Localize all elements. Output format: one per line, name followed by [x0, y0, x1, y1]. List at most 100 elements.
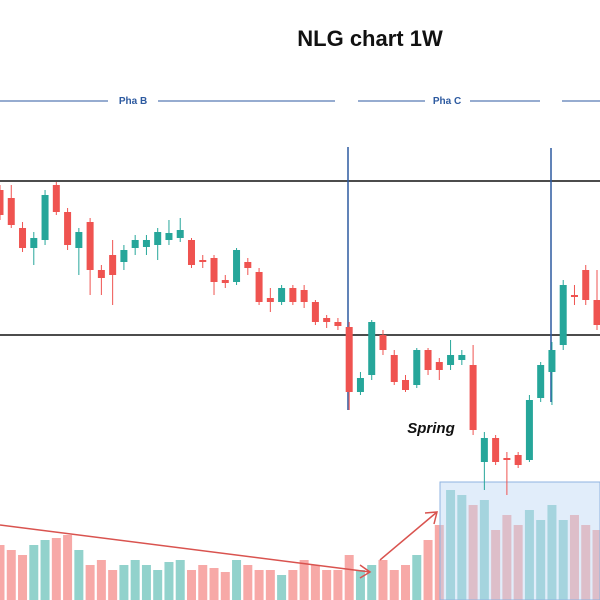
- candle-body: [176, 230, 184, 238]
- candle-body: [199, 260, 207, 262]
- volume-bar: [581, 525, 591, 600]
- volume-bar: [446, 490, 456, 600]
- volume-bar: [0, 545, 5, 600]
- volume-bar: [175, 560, 185, 600]
- candle-body: [593, 300, 600, 325]
- volume-bar: [6, 550, 16, 600]
- candle-body: [64, 212, 72, 245]
- candle-body: [514, 455, 522, 465]
- volume-bar: [524, 510, 534, 600]
- candle-body: [120, 250, 128, 262]
- candle-body: [559, 285, 567, 345]
- candle-body: [30, 238, 38, 248]
- candle-body: [244, 262, 252, 268]
- trend-arrow: [379, 511, 438, 561]
- candle-body: [368, 322, 376, 375]
- volume-bar: [468, 505, 478, 600]
- trend-arrow: [0, 524, 371, 573]
- volume-bar: [51, 538, 61, 600]
- volume-bar: [74, 550, 84, 600]
- volume-bar: [423, 540, 433, 600]
- volume-bar: [130, 560, 140, 600]
- candle-body: [345, 327, 353, 392]
- arrow-head: [424, 511, 438, 525]
- volume-bar: [592, 530, 600, 600]
- volume-bar: [243, 565, 253, 600]
- candle-body: [390, 355, 398, 382]
- candle-body: [402, 380, 410, 390]
- volume-bar: [164, 562, 174, 600]
- volume-bar: [288, 570, 298, 600]
- volume-bar: [198, 565, 208, 600]
- volume-bar: [299, 560, 309, 600]
- volume-bar: [367, 565, 377, 600]
- volume-bar: [344, 555, 354, 600]
- volume-bar: [491, 530, 501, 600]
- candle-body: [537, 365, 545, 398]
- candle-body: [548, 350, 556, 372]
- candle-body: [109, 255, 117, 275]
- volume-bar: [310, 565, 320, 600]
- candle-body: [424, 350, 432, 370]
- candle-body: [311, 302, 319, 322]
- volume-highlight: [439, 481, 600, 600]
- volume-bar: [558, 520, 568, 600]
- candle-body: [525, 400, 533, 460]
- candle-body: [165, 233, 173, 240]
- volume-bar: [457, 495, 467, 600]
- chart-title: NLG chart 1W: [297, 26, 443, 51]
- volume-bar: [502, 515, 512, 600]
- volume-bar: [220, 572, 230, 600]
- candle-body: [210, 258, 218, 282]
- volume-bar: [513, 525, 523, 600]
- candle-body: [334, 322, 342, 326]
- candle-body: [469, 365, 477, 430]
- annotation: Spring: [407, 420, 455, 437]
- volume-bar: [209, 568, 219, 600]
- candle-layer: [0, 182, 600, 495]
- volume-bar: [254, 570, 264, 600]
- candle-body: [356, 378, 364, 392]
- phase-label: Pha B: [119, 96, 147, 107]
- phase-label: Pha C: [433, 96, 461, 107]
- volume-bar: [29, 545, 39, 600]
- candle-body: [255, 272, 263, 302]
- volume-bar: [401, 565, 411, 600]
- candle-body: [7, 198, 15, 225]
- candle-body: [480, 438, 488, 462]
- candle-body: [221, 280, 229, 283]
- volume-bar: [96, 560, 106, 600]
- candle-body: [142, 240, 150, 247]
- volume-bar: [40, 540, 50, 600]
- volume-bar: [119, 565, 129, 600]
- volume-bar: [232, 560, 242, 600]
- candle-body: [97, 270, 105, 278]
- candle-body: [582, 270, 590, 300]
- volume-bar: [479, 500, 489, 600]
- candle-body: [278, 288, 286, 302]
- volume-bar: [412, 555, 422, 600]
- arrow-head: [359, 564, 372, 579]
- volume-bar: [536, 520, 546, 600]
- candle-body: [19, 228, 27, 248]
- candle-body: [503, 458, 511, 460]
- candle-body: [435, 362, 443, 370]
- volume-bar: [378, 560, 388, 600]
- volume-bar: [569, 515, 579, 600]
- volume-bar: [389, 570, 399, 600]
- candle-body: [323, 318, 331, 322]
- volume-bar: [18, 555, 28, 600]
- candle-body: [52, 185, 60, 212]
- volume-bar: [141, 565, 151, 600]
- volume-bar: [265, 570, 275, 600]
- candle-body: [0, 190, 4, 215]
- candle-body: [570, 295, 578, 297]
- candle-body: [300, 290, 308, 302]
- candle-body: [447, 355, 455, 365]
- volume-bar: [108, 570, 118, 600]
- volume-bar: [322, 570, 332, 600]
- candle-body: [86, 222, 94, 270]
- candle-body: [187, 240, 195, 265]
- candle-body: [379, 335, 387, 350]
